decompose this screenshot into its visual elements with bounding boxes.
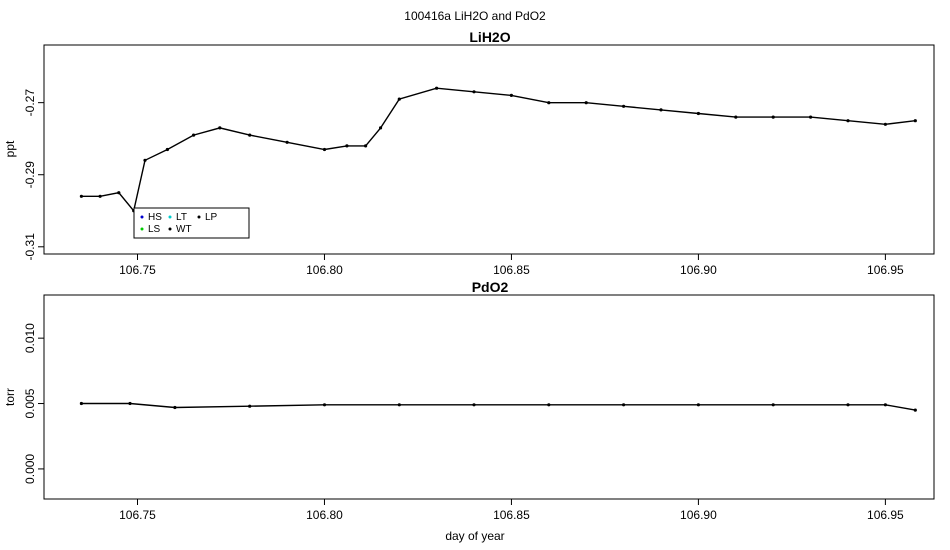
xlabel: day of year: [445, 529, 504, 543]
series-point: [364, 144, 368, 148]
series-point: [117, 191, 121, 195]
legend-box: [133, 207, 250, 239]
x-tick-label: 106.75: [119, 508, 156, 522]
series-point: [846, 403, 850, 407]
series-line: [81, 87, 916, 213]
series-point: [248, 404, 252, 408]
series-point: [192, 133, 196, 137]
legend-marker-lt: [168, 215, 172, 219]
series-line: [81, 402, 916, 411]
legend-label-wt: WT: [176, 224, 192, 235]
panel-title-lih2o: LiH2O: [469, 29, 510, 45]
x-tick-label: 106.90: [680, 263, 717, 277]
x-tick-label: 106.80: [306, 508, 343, 522]
legend-label-lt: LT: [176, 212, 187, 223]
series-point: [218, 126, 222, 130]
y-tick-label: -0.31: [23, 233, 37, 261]
y-tick-label: 0.000: [23, 454, 37, 484]
series-point: [509, 93, 513, 97]
panel-pdo2: PdO2 106.75 106.80 106.85 106.90 106.95 0.000…: [3, 279, 935, 522]
series-point: [809, 115, 813, 119]
series-point: [322, 147, 327, 152]
series-point: [472, 90, 476, 94]
series-point: [771, 403, 775, 407]
series-point: [883, 122, 888, 126]
y-tick-label: -0.29: [23, 161, 37, 189]
series-point: [379, 126, 383, 130]
series-point: [322, 403, 327, 407]
series-point: [622, 403, 626, 407]
ylabel-lih2o: ppt: [3, 140, 17, 157]
series-point: [584, 101, 588, 105]
series-point: [79, 401, 83, 406]
series-point: [622, 104, 626, 108]
series-point: [696, 403, 701, 407]
x-tick-label: 106.75: [119, 263, 156, 277]
panel-title-pdo2: PdO2: [472, 279, 509, 295]
series-point: [547, 403, 551, 407]
legend-marker-lp: [197, 215, 201, 219]
series-point: [696, 111, 701, 116]
figure-title: 100416a LiH2O and PdO2: [404, 9, 546, 23]
series-point: [248, 133, 252, 137]
series-point: [771, 115, 775, 119]
legend-label-hs: HS: [148, 212, 162, 223]
series-layer-lih2o: [79, 86, 917, 213]
series-point: [913, 408, 917, 412]
series-point: [913, 119, 917, 123]
legend-marker-hs: [140, 215, 144, 219]
series-point: [285, 140, 289, 144]
x-tick-label: 106.85: [493, 263, 530, 277]
series-point: [128, 401, 132, 406]
series-point: [846, 119, 850, 123]
series-point: [165, 147, 169, 152]
axes-layer-lih2o: 106.75 106.80 106.85 106.90 106.95 -0.31 -0.29…: [23, 89, 904, 277]
plot-frame-pdo2: [43, 294, 935, 500]
series-point: [397, 97, 401, 101]
series-point: [397, 403, 401, 407]
legend-label-ls: LS: [148, 224, 161, 235]
series-point: [143, 158, 147, 162]
series-point: [547, 101, 551, 105]
x-tick-label: 106.95: [867, 263, 904, 277]
series-point: [883, 403, 888, 407]
plot-frame-lih2o: [43, 44, 935, 255]
series-point: [98, 194, 102, 198]
series-point: [734, 115, 738, 119]
legend: HS LT LP LS WT: [133, 207, 250, 239]
axes-layer-pdo2: 106.75 106.80 106.85 106.90 106.95 0.000 0.005…: [23, 323, 904, 522]
x-tick-label: 106.90: [680, 508, 717, 522]
ylabel-pdo2: torr: [3, 388, 17, 406]
legend-marker-wt: [168, 227, 172, 231]
panel-lih2o: LiH2O 106.75 106.80 106.85 106.90 106.95 -0.3…: [3, 29, 935, 277]
y-tick-label: 0.005: [23, 388, 37, 418]
series-layer-pdo2: [79, 401, 917, 412]
legend-label-lp: LP: [205, 212, 218, 223]
series-point: [173, 405, 177, 410]
series-point: [345, 144, 349, 148]
x-tick-label: 106.85: [493, 508, 530, 522]
y-tick-label: 0.010: [23, 323, 37, 353]
legend-marker-ls: [140, 227, 144, 231]
x-tick-label: 106.95: [867, 508, 904, 522]
x-tick-label: 106.80: [306, 263, 343, 277]
series-point: [79, 194, 83, 198]
series-point: [435, 86, 439, 90]
series-point: [659, 108, 663, 112]
series-point: [472, 403, 476, 407]
y-tick-label: -0.27: [23, 89, 37, 117]
